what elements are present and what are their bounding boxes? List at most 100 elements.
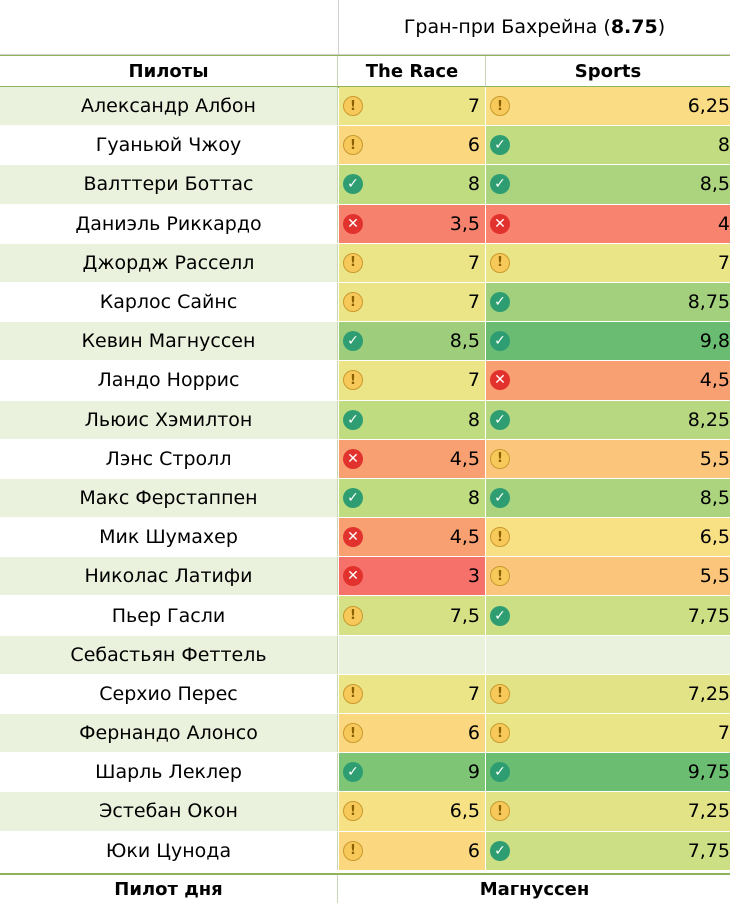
table-row: Мик Шумахер ✕ 4,5! 6,5 [0,518,730,558]
sports-score-cell[interactable]: ✓ 8,5 [486,478,730,518]
driver-name-cell[interactable]: Мик Шумахер [0,518,338,557]
header-drivers[interactable]: Пилоты [0,56,338,86]
the-race-score-value: 7 [467,369,480,392]
check-icon: ✓ [490,762,510,783]
table-row: Карлос Сайнс! 7 ✓ 8,75 [0,282,730,323]
the-race-score-value: 8 [467,173,480,196]
driver-name-cell[interactable]: Льюис Хэмилтон [0,400,338,439]
the-race-score-cell[interactable]: ✕ 4,5 [339,518,486,557]
the-race-score-cell[interactable]: ! 6 [339,714,486,753]
check-icon: ✓ [490,331,510,352]
driver-name-cell[interactable]: Эстебан Окон [0,792,338,831]
sports-score-cell[interactable]: ! 7,25 [486,792,730,831]
the-race-score-cell[interactable]: ! 7 [339,243,486,282]
driver-name-cell[interactable]: Даниэль Риккардо [0,204,338,243]
table-row: Эстебан Окон! 6,5! 7,25 [0,792,730,832]
warning-icon: ! [490,252,510,273]
the-race-score-cell[interactable]: ! 7 [339,282,486,322]
the-race-score-cell[interactable]: ✓ 9 [339,753,486,792]
sports-score-value: 6,5 [699,526,730,549]
the-race-score-cell[interactable]: ! 7,5 [339,596,486,635]
header-source-2[interactable]: Sports [574,60,642,82]
sports-score-cell[interactable]: ! 7 [486,243,730,282]
race-title[interactable]: Гран-при Бахрейна (8.75) [339,0,730,55]
sports-score-cell[interactable]: ✓ 8 [486,126,730,165]
driver-name-cell[interactable]: Шарль Леклер [0,753,338,792]
the-race-score-cell[interactable] [339,635,486,674]
sports-score-cell[interactable]: ✓ 9,8 [486,322,730,361]
the-race-score-value: 6 [467,839,480,862]
title-blank-cell[interactable] [0,0,339,55]
cross-icon: ✕ [343,566,363,587]
sports-score-cell[interactable]: ✕ 4 [486,204,730,243]
sports-score-cell[interactable]: ✓ 9,75 [486,753,730,792]
driver-name-cell[interactable]: Пьер Гасли [0,596,338,635]
the-race-score-cell[interactable]: ✕ 3,5 [339,204,486,243]
warning-icon: ! [343,605,363,626]
the-race-score-cell[interactable]: ! 7 [339,674,486,713]
the-race-score-value: 8 [467,486,480,509]
sports-score-cell[interactable]: ✓ 8,25 [486,400,730,439]
sports-score-cell[interactable]: ! 6,25 [486,87,730,126]
the-race-score-cell[interactable]: ✓ 8 [339,400,486,439]
table-row: Валттери Боттас ✓ 8 ✓ 8,5 [0,165,730,205]
driver-name-cell[interactable]: Серхио Перес [0,674,338,713]
header-source-1[interactable]: The Race [339,56,486,86]
driver-name-cell[interactable]: Юки Цунода [0,831,338,870]
driver-name-cell[interactable]: Карлос Сайнс [0,282,338,322]
sports-score-cell[interactable]: ! 7 [486,714,730,753]
table-row: Пьер Гасли! 7,5 ✓ 7,75 [0,596,730,636]
the-race-score-cell[interactable]: ! 6,5 [339,792,486,831]
sports-score-cell[interactable]: ✕ 4,5 [486,361,730,400]
sports-score-value: 9,75 [687,761,730,784]
driver-name-cell[interactable]: Гуаньюй Чжоу [0,126,338,165]
sports-score-cell[interactable]: ! 5,5 [486,439,730,478]
sports-score-cell[interactable]: ! 6,5 [486,518,730,557]
the-race-score-cell[interactable]: ! 6 [339,126,486,165]
driver-name-cell[interactable]: Николас Латифи [0,557,338,596]
the-race-score-value: 9 [467,761,480,784]
sports-score-cell[interactable]: ! 5,5 [486,557,730,596]
sports-score-value: 7 [717,722,730,745]
sports-score-cell[interactable]: ! 7,25 [486,674,730,713]
footer-value[interactable]: Магнуссен [479,878,590,900]
warning-icon: ! [490,527,510,548]
warning-icon: ! [490,566,510,587]
driver-name-cell[interactable]: Джордж Расселл [0,243,338,282]
check-icon: ✓ [343,409,363,430]
sports-score-cell[interactable]: ✓ 7,75 [486,596,730,635]
the-race-score-cell[interactable]: ! 7 [339,87,486,126]
the-race-score-cell[interactable]: ✕ 3 [339,557,486,596]
the-race-score-cell[interactable]: ✕ 4,5 [339,439,486,478]
check-icon: ✓ [343,487,363,508]
driver-name-cell[interactable]: Фернандо Алонсо [0,714,338,753]
driver-name-cell[interactable]: Лэнс Стролл [0,439,338,478]
race-title-suffix: ) [657,16,666,38]
the-race-score-value: 6 [467,134,480,157]
the-race-score-cell[interactable]: ! 7 [339,361,486,400]
the-race-score-value: 7 [467,291,480,314]
driver-name-cell[interactable]: Александр Албон [0,87,338,126]
sports-score-cell[interactable]: ✓ 8,5 [486,165,730,204]
sports-score-value: 7,75 [687,839,730,862]
the-race-score-cell[interactable]: ✓ 8 [339,478,486,518]
cross-icon: ✕ [343,527,363,548]
sports-score-cell[interactable]: ✓ 8,75 [486,282,730,322]
warning-icon: ! [490,801,510,822]
driver-name-cell[interactable]: Макс Ферстаппен [0,478,338,518]
sports-score-cell[interactable] [486,635,730,674]
the-race-score-cell[interactable]: ✓ 8 [339,165,486,204]
driver-name-cell[interactable]: Кевин Магнуссен [0,322,338,361]
race-rating: 8.75 [610,16,658,38]
sports-score-cell[interactable]: ✓ 7,75 [486,831,730,870]
table-row: Серхио Перес! 7! 7,25 [0,674,730,714]
sports-score-value: 4,5 [699,369,730,392]
the-race-score-cell[interactable]: ✓ 8,5 [339,322,486,361]
warning-icon: ! [490,723,510,744]
the-race-score-cell[interactable]: ! 6 [339,831,486,870]
footer-label[interactable]: Пилот дня [0,875,338,903]
driver-name-cell[interactable]: Ландо Норрис [0,361,338,400]
driver-name-cell[interactable]: Себастьян Феттель [0,635,338,674]
warning-icon: ! [343,292,363,313]
driver-name-cell[interactable]: Валттери Боттас [0,165,338,204]
